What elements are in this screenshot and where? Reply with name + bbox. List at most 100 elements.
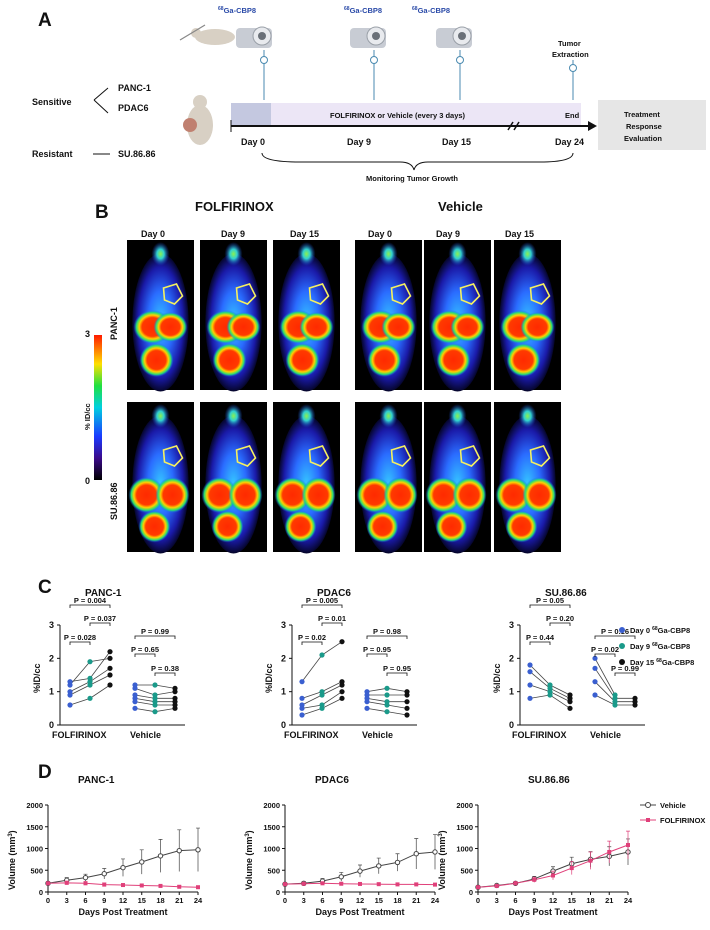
d-xtick: 12 [549,896,557,905]
monitoring-brace [261,152,574,171]
tracer-label-3: 68Ga-CBP8 [412,6,450,15]
d-xtick: 0 [283,896,287,905]
c-legend-item: Day 15 68Ga-CBP8 [630,658,694,667]
pet-image [127,240,194,392]
d-xlabel: Days Post Treatment [508,907,597,917]
d-point [196,885,200,890]
d-xtick: 9 [532,896,536,905]
c-point [339,695,345,701]
c-xcat: FOLFIRINOX [512,730,567,740]
c-point [319,702,325,708]
c-point [172,685,178,691]
c-point [152,699,158,705]
scatter-plot: PDAC6 0 1 2 3 %ID/cc FOLFIRINOX Vehicle P = 0.00… [264,588,417,740]
c-legend-item: Day 9 68Ga-CBP8 [630,642,690,651]
pet-image-grid [127,240,561,554]
d-ylabel: Volume (mm3) [244,830,254,890]
d-point [376,882,381,887]
evaluation-box [598,100,706,150]
c-ytick: 0 [281,720,286,730]
c-point [384,699,390,705]
panel-d-label: D [38,762,52,783]
d-xtick: 6 [513,896,517,905]
b-day0-f: Day 0 [141,229,165,239]
d-xtick: 3 [495,896,499,905]
c-point [404,712,410,718]
c-point [299,702,305,708]
c-legend-item: Day 0 68Ga-CBP8 [630,626,690,635]
d-point [358,881,362,886]
d-xtick: 9 [339,896,343,905]
scanner-icon [350,26,386,48]
c-point [152,692,158,698]
d-xtick: 24 [431,896,440,905]
d-point [433,882,437,887]
c-pvalue: P = 0.02 [591,645,619,654]
c-point [132,695,138,701]
c-point [364,705,370,711]
c-point [612,692,618,698]
b-row-panc1: PANC-1 [109,307,119,340]
c-xcat: Vehicle [590,730,621,740]
c-xcat: Vehicle [130,730,161,740]
c-point [384,709,390,715]
d-point [195,847,201,853]
pet-image [355,240,422,392]
d-xtick: 21 [605,896,613,905]
c-ytick: 0 [49,720,54,730]
d-point [339,881,344,886]
d-point [121,883,125,888]
d-point [432,849,438,855]
d-ytick: 0 [276,888,280,897]
group-folfirinox: FOLFIRINOX [195,199,274,214]
line-pdac6: PDAC6 [118,103,149,113]
c-pvalue: P = 0.05 [536,596,564,605]
tumor-roi [308,283,330,305]
d-xtick: 24 [194,896,203,905]
day-24: Day 24 [555,137,584,147]
d-point [320,881,325,886]
pet-image [200,240,267,392]
day-9: Day 9 [347,137,371,147]
pet-image [200,402,267,554]
c-ylabel: %ID/cc [264,663,274,693]
d-point [551,873,555,878]
c-point [87,675,93,681]
d-point [83,881,88,886]
d-point [414,882,419,887]
c-ytick: 0 [509,720,514,730]
d-xtick: 12 [119,896,127,905]
d-point [376,863,382,869]
tumor-roi [390,445,412,467]
c-point [592,692,598,698]
c-ytick: 1 [281,687,286,697]
d-point [283,882,287,887]
c-pvalue: P = 0.037 [84,614,116,623]
c-point [107,665,113,671]
d-point [588,858,593,863]
c-pvalue: P = 0.65 [131,645,159,654]
d-ytick: 500 [460,866,473,875]
d-point [395,882,400,887]
d-ytick: 1500 [456,823,473,832]
c-point [319,689,325,695]
c-point [107,649,113,655]
b-day0-v: Day 0 [368,229,392,239]
line-su8686: SU.86.86 [118,149,156,159]
c-point [152,682,158,688]
c-ylabel: %ID/cc [492,663,502,693]
c-pvalue: P = 0.16 [601,627,629,636]
pet-image [273,240,340,392]
c-point [527,682,533,688]
line-plot: PANC-1 0 500 1000 1500 2000 0 3 6 9 12 15 18 21 24 Days… [7,775,203,917]
d-point [532,877,537,882]
c-ytick: 1 [509,687,514,697]
d-point [301,881,306,886]
c-point [527,669,533,675]
c-point [299,712,305,718]
d-xtick: 18 [586,896,594,905]
c-point [107,655,113,661]
d-point [120,864,126,871]
c-pvalue: P = 0.38 [151,664,179,673]
panel-c: PANC-1 0 1 2 3 %ID/cc FOLFIRINOX Vehicle P = 0.0… [32,588,694,740]
